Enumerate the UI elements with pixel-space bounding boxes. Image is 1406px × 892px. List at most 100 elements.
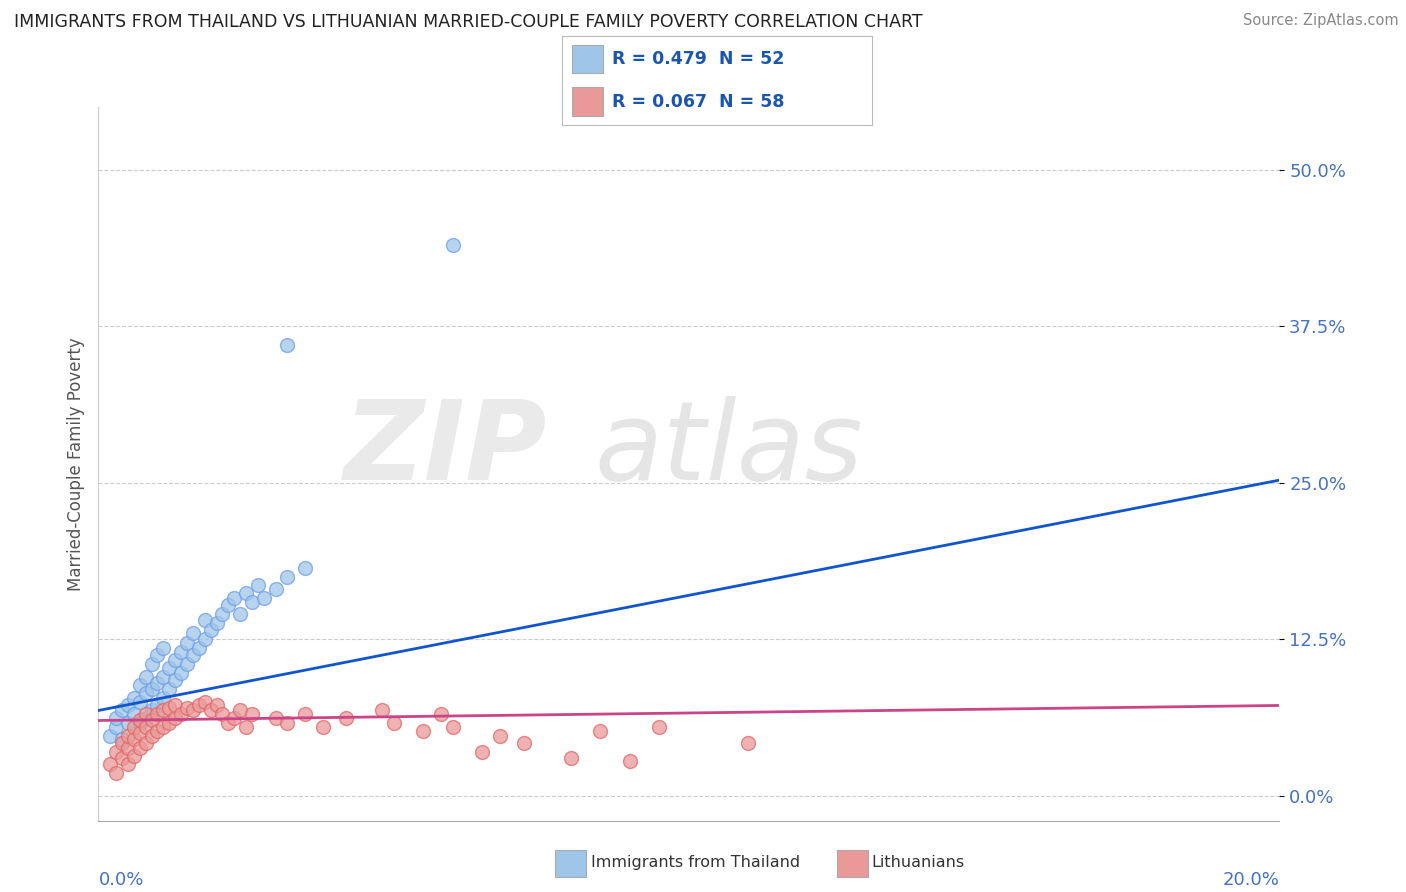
- Point: [312, 720, 335, 734]
- Point: [205, 698, 228, 713]
- Point: [135, 670, 157, 684]
- Point: [135, 686, 157, 700]
- Point: [157, 716, 180, 731]
- Point: [98, 729, 121, 743]
- Point: [117, 741, 139, 756]
- Point: [141, 703, 163, 717]
- Point: [211, 707, 233, 722]
- Text: 20.0%: 20.0%: [1223, 871, 1279, 888]
- Point: [135, 707, 157, 722]
- Point: [128, 678, 150, 692]
- Point: [105, 720, 128, 734]
- Point: [111, 751, 134, 765]
- Point: [737, 736, 759, 750]
- Point: [165, 673, 187, 688]
- Point: [211, 607, 233, 621]
- Point: [128, 714, 150, 728]
- Point: [135, 720, 157, 734]
- Point: [111, 732, 134, 747]
- Point: [122, 720, 145, 734]
- Point: [194, 632, 217, 646]
- Point: [441, 720, 464, 734]
- Text: ZIP: ZIP: [343, 396, 547, 503]
- Point: [240, 707, 263, 722]
- Point: [229, 607, 252, 621]
- Point: [224, 711, 246, 725]
- Point: [122, 732, 145, 747]
- Point: [152, 640, 174, 655]
- Point: [176, 657, 198, 672]
- Point: [146, 707, 169, 722]
- Y-axis label: Married-Couple Family Poverty: Married-Couple Family Poverty: [66, 337, 84, 591]
- FancyBboxPatch shape: [572, 87, 603, 116]
- Point: [117, 698, 139, 713]
- Text: 0.0%: 0.0%: [98, 871, 143, 888]
- Point: [98, 757, 121, 772]
- Point: [122, 690, 145, 705]
- Point: [412, 723, 434, 738]
- Point: [122, 748, 145, 763]
- Point: [181, 625, 204, 640]
- Point: [200, 703, 222, 717]
- Point: [194, 613, 217, 627]
- Point: [170, 665, 193, 680]
- Point: [146, 676, 169, 690]
- Point: [187, 640, 209, 655]
- Point: [253, 591, 276, 605]
- Point: [128, 716, 150, 731]
- Point: [105, 711, 128, 725]
- Text: Source: ZipAtlas.com: Source: ZipAtlas.com: [1243, 13, 1399, 29]
- Point: [170, 707, 193, 722]
- Point: [141, 657, 163, 672]
- Point: [165, 698, 187, 713]
- Point: [152, 703, 174, 717]
- Text: R = 0.479  N = 52: R = 0.479 N = 52: [612, 50, 785, 68]
- Point: [122, 707, 145, 722]
- Point: [512, 736, 534, 750]
- Point: [117, 729, 139, 743]
- Point: [141, 682, 163, 697]
- Point: [619, 754, 641, 768]
- Point: [371, 703, 394, 717]
- Point: [648, 720, 671, 734]
- Point: [128, 726, 150, 740]
- Point: [128, 741, 150, 756]
- Point: [441, 237, 464, 252]
- Point: [335, 711, 357, 725]
- Point: [135, 736, 157, 750]
- Point: [276, 716, 298, 731]
- Point: [194, 695, 217, 709]
- Point: [111, 703, 134, 717]
- Point: [205, 615, 228, 630]
- Point: [430, 707, 453, 722]
- Point: [294, 560, 316, 574]
- Point: [176, 636, 198, 650]
- Point: [111, 736, 134, 750]
- Point: [105, 745, 128, 759]
- Point: [224, 591, 246, 605]
- Text: Immigrants from Thailand: Immigrants from Thailand: [591, 855, 800, 870]
- Point: [276, 338, 298, 352]
- Point: [560, 751, 582, 765]
- Point: [141, 714, 163, 728]
- Text: R = 0.067  N = 58: R = 0.067 N = 58: [612, 93, 785, 111]
- Point: [489, 729, 512, 743]
- Point: [264, 711, 287, 725]
- Point: [471, 745, 494, 759]
- Point: [200, 624, 222, 638]
- Text: IMMIGRANTS FROM THAILAND VS LITHUANIAN MARRIED-COUPLE FAMILY POVERTY CORRELATION: IMMIGRANTS FROM THAILAND VS LITHUANIAN M…: [14, 13, 922, 31]
- Point: [152, 670, 174, 684]
- Point: [217, 599, 239, 613]
- Point: [146, 698, 169, 713]
- Point: [235, 586, 257, 600]
- Point: [165, 653, 187, 667]
- Point: [264, 582, 287, 596]
- Point: [152, 720, 174, 734]
- Point: [141, 729, 163, 743]
- Point: [181, 648, 204, 663]
- Point: [135, 711, 157, 725]
- Point: [170, 645, 193, 659]
- FancyBboxPatch shape: [572, 45, 603, 73]
- Point: [157, 661, 180, 675]
- Text: atlas: atlas: [595, 396, 863, 503]
